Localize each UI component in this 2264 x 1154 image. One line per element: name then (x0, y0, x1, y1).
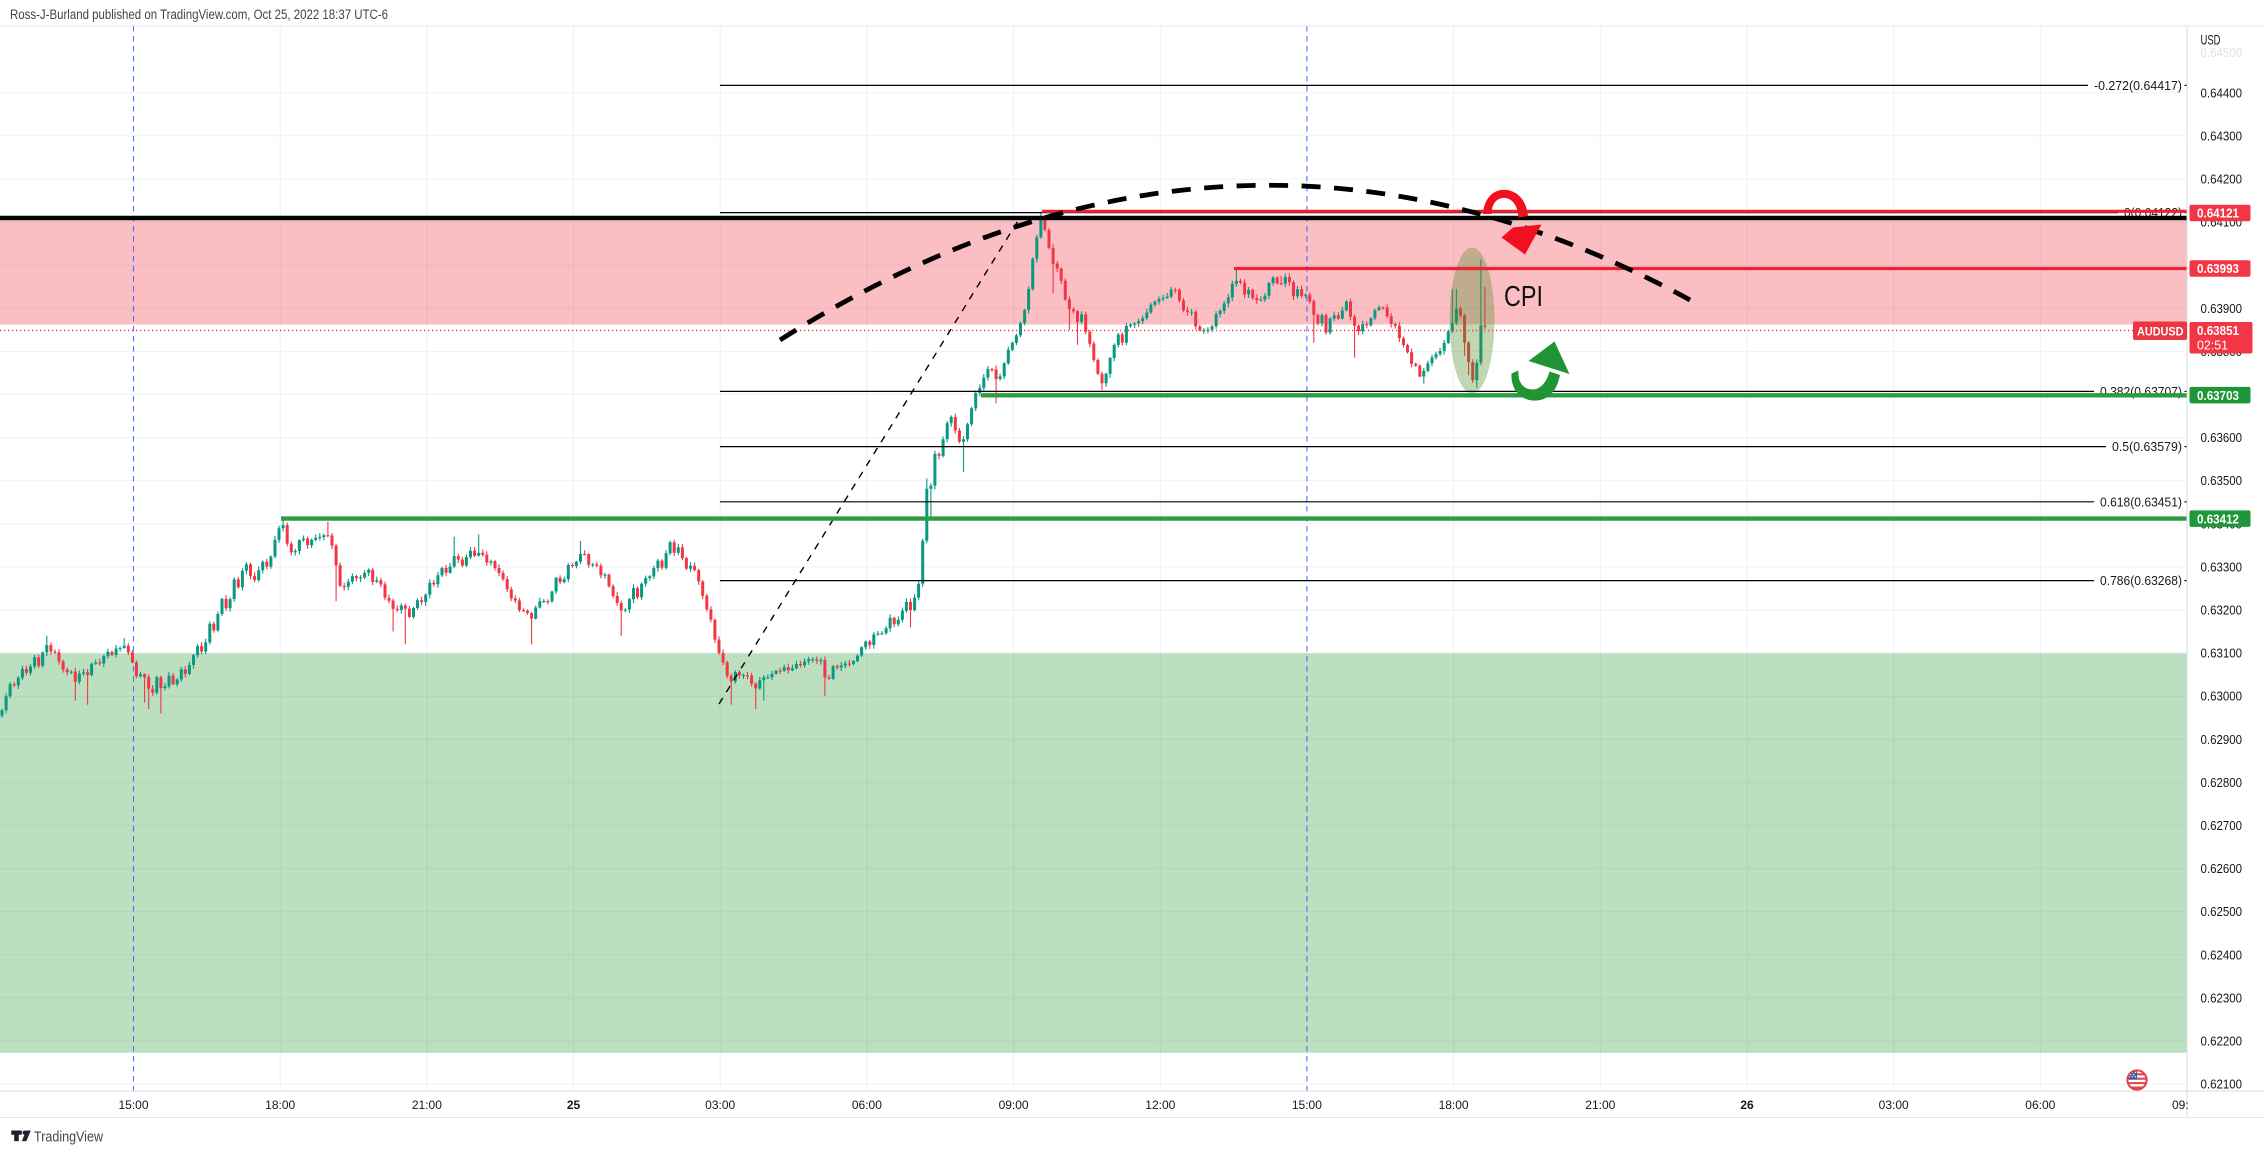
svg-text:0.64300: 0.64300 (2201, 129, 2243, 143)
svg-text:0.64200: 0.64200 (2201, 173, 2243, 187)
svg-text:0.62800: 0.62800 (2201, 776, 2243, 790)
svg-text:0.63100: 0.63100 (2201, 647, 2243, 661)
svg-text:0.786(0.63268): 0.786(0.63268) (2100, 573, 2182, 588)
svg-text:18:00: 18:00 (265, 1098, 295, 1112)
svg-text:0.62600: 0.62600 (2201, 862, 2243, 876)
svg-text:0.63600: 0.63600 (2201, 431, 2243, 445)
svg-text:26: 26 (1740, 1098, 1754, 1112)
svg-text:0.63703: 0.63703 (2197, 388, 2239, 403)
svg-text:-0.272(0.64417): -0.272(0.64417) (2094, 78, 2182, 93)
svg-text:0.63500: 0.63500 (2201, 474, 2243, 488)
svg-text:0.64121: 0.64121 (2197, 206, 2239, 221)
svg-text:18:00: 18:00 (1439, 1098, 1469, 1112)
svg-text:0.63000: 0.63000 (2201, 690, 2243, 704)
svg-text:06:00: 06:00 (2025, 1098, 2055, 1112)
svg-text:0.62200: 0.62200 (2201, 1035, 2243, 1049)
svg-text:0.618(0.63451): 0.618(0.63451) (2100, 494, 2182, 509)
svg-text:12:00: 12:00 (1145, 1098, 1175, 1112)
svg-text:0.62900: 0.62900 (2201, 733, 2243, 747)
svg-text:Ross-J-Burland published on Tr: Ross-J-Burland published on TradingView.… (10, 7, 388, 22)
svg-text:0.63200: 0.63200 (2201, 604, 2243, 618)
svg-text:0.62300: 0.62300 (2201, 991, 2243, 1005)
svg-text:0.62500: 0.62500 (2201, 905, 2243, 919)
svg-text:0.63412: 0.63412 (2197, 511, 2239, 526)
svg-text:09:00: 09:00 (999, 1098, 1029, 1112)
svg-text:0.62700: 0.62700 (2201, 819, 2243, 833)
svg-text:15:00: 15:00 (1292, 1098, 1322, 1112)
svg-text:0.62400: 0.62400 (2201, 948, 2243, 962)
svg-text:0.63300: 0.63300 (2201, 560, 2243, 574)
svg-text:TradingView: TradingView (34, 1129, 103, 1146)
svg-text:15:00: 15:00 (118, 1098, 148, 1112)
svg-text:06:00: 06:00 (852, 1098, 882, 1112)
svg-text:0.63900: 0.63900 (2201, 302, 2243, 316)
svg-text:0.5(0.63579): 0.5(0.63579) (2112, 439, 2182, 454)
svg-text:AUDUSD: AUDUSD (2137, 324, 2184, 338)
svg-text:0.63851: 0.63851 (2197, 323, 2239, 338)
svg-text:25: 25 (567, 1098, 581, 1112)
svg-text:0.62100: 0.62100 (2201, 1078, 2243, 1092)
svg-text:02:51: 02:51 (2197, 339, 2228, 353)
svg-text:0.63993: 0.63993 (2197, 261, 2239, 276)
svg-text:21:00: 21:00 (1585, 1098, 1615, 1112)
svg-text:21:00: 21:00 (412, 1098, 442, 1112)
svg-text:03:00: 03:00 (705, 1098, 735, 1112)
svg-text:09:00: 09:00 (2172, 1098, 2202, 1112)
svg-text:CPI: CPI (1504, 281, 1543, 313)
svg-text:03:00: 03:00 (1879, 1098, 1909, 1112)
svg-text:0.64500: 0.64500 (2201, 46, 2243, 60)
svg-text:USD: USD (2201, 33, 2221, 48)
svg-text:0.64400: 0.64400 (2201, 86, 2243, 100)
